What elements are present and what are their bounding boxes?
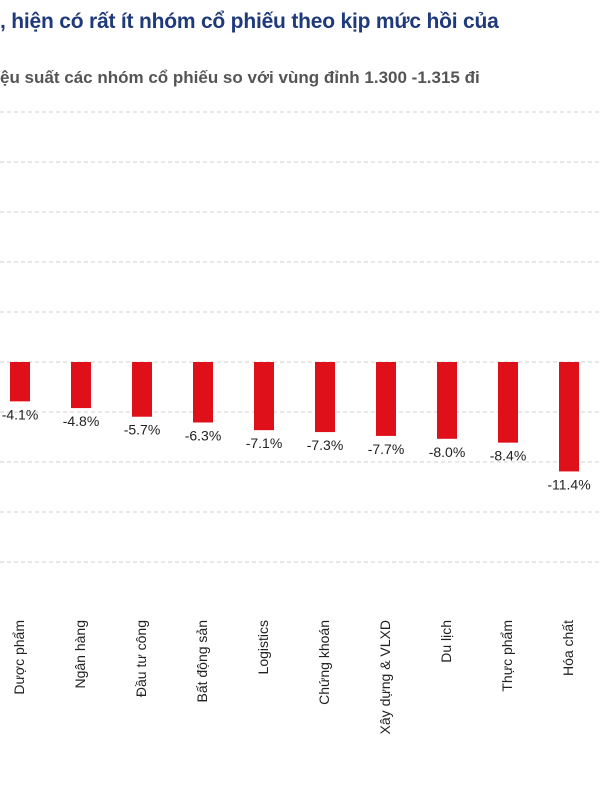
value-label: -4.1% xyxy=(2,406,39,422)
bar xyxy=(132,362,152,417)
value-labels: -4.1% -4.8% -5.7% -6.3% -7.1% -7.3% -7.7% -8.0%… xyxy=(2,406,591,492)
bar xyxy=(254,362,274,431)
bar xyxy=(559,362,579,472)
category-label: Hóa chất xyxy=(560,620,576,676)
value-label: -7.1% xyxy=(246,435,283,451)
chart-title: , hiện có rất ít nhóm cổ phiếu theo kịp … xyxy=(0,10,499,33)
bar xyxy=(71,362,91,409)
bar xyxy=(10,362,30,402)
category-label: Ngân hàng xyxy=(72,620,88,689)
value-label: -7.7% xyxy=(368,441,405,457)
category-label: Bất động sản xyxy=(194,620,210,703)
bar xyxy=(498,362,518,443)
category-label: Dược phẩm xyxy=(11,620,27,695)
value-label: -8.4% xyxy=(490,448,527,464)
category-label: Du lịch xyxy=(438,620,454,663)
value-label: -7.3% xyxy=(307,437,344,453)
bar xyxy=(376,362,396,436)
bar xyxy=(315,362,335,433)
category-label: Chứng khoán xyxy=(316,620,332,705)
value-label: -6.3% xyxy=(185,427,222,443)
category-label: Xây dựng & VLXD xyxy=(377,620,393,734)
bar xyxy=(193,362,213,423)
value-label: -11.4% xyxy=(547,476,590,492)
bar xyxy=(437,362,457,439)
chart-subtitle: ệu suất các nhóm cổ phiếu so với vùng đỉ… xyxy=(0,68,480,87)
category-labels: Dược phẩm Ngân hàng Đầu tư công Bất động sả… xyxy=(11,620,576,735)
category-label: Đầu tư công xyxy=(133,620,149,697)
category-label: Thực phẩm xyxy=(499,620,515,692)
value-label: -4.8% xyxy=(63,413,100,429)
gridlines xyxy=(0,111,600,563)
category-label: Logistics xyxy=(255,620,271,674)
value-label: -8.0% xyxy=(429,444,466,460)
bars xyxy=(10,362,579,472)
value-label: -5.7% xyxy=(124,422,161,438)
